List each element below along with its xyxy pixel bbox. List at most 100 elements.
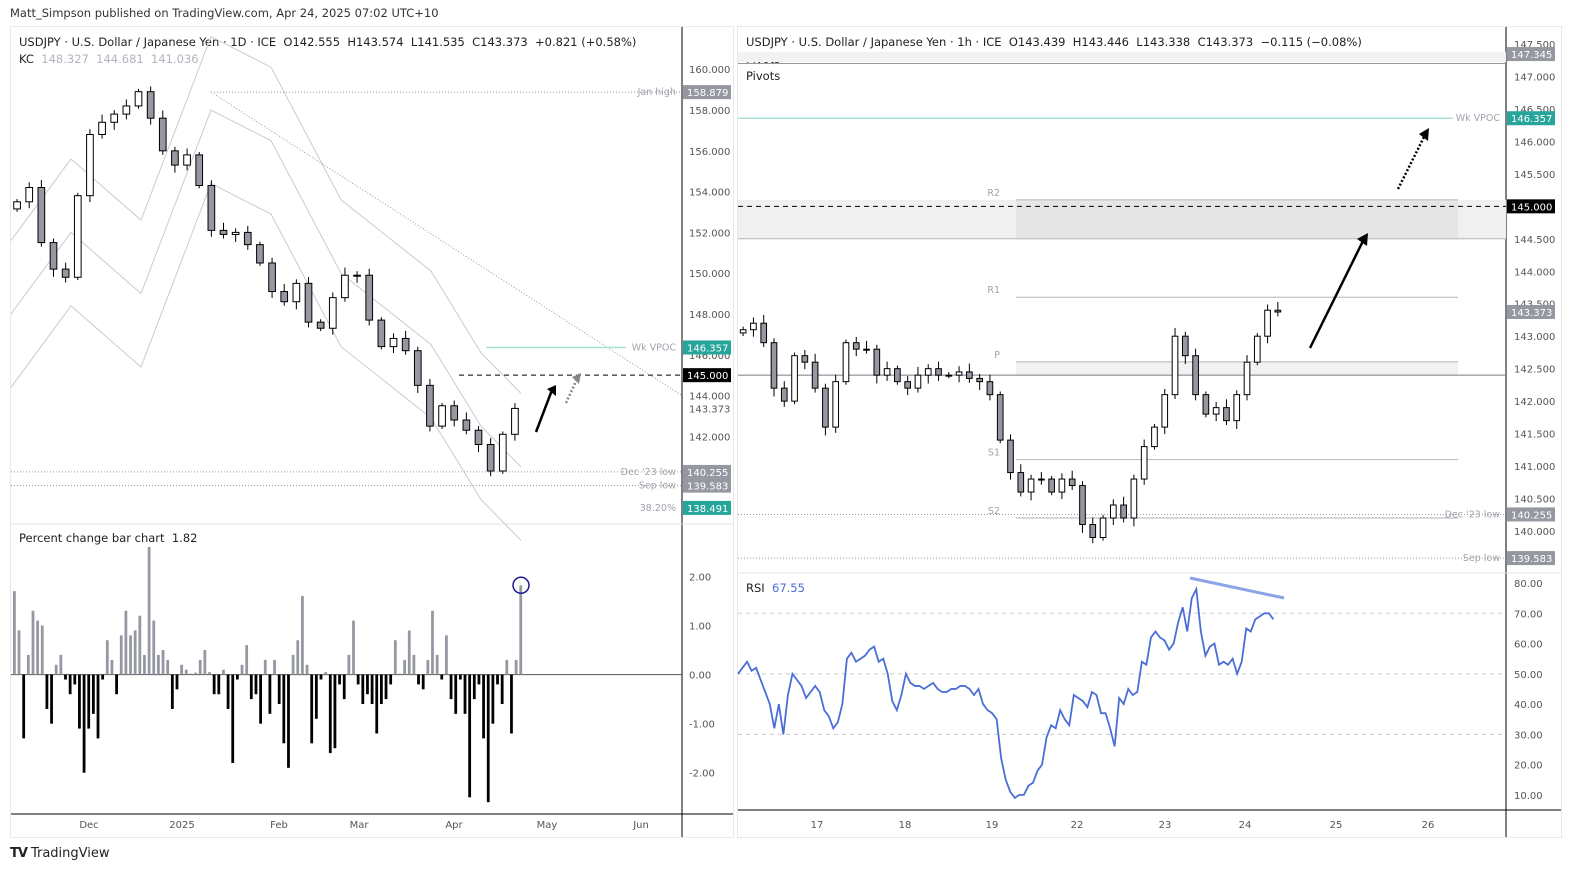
level-label: 38.20%: [640, 503, 676, 514]
pct-change-legend[interactable]: Percent change bar chart 1.82: [19, 531, 197, 545]
daily-chart-canvas[interactable]: 160.000 158.000 156.000 154.000 152.000 150.0…: [10, 27, 733, 837]
price-axis-label: 142.500: [1514, 365, 1555, 376]
daily-candle: [413, 350, 422, 386]
pct-bar: [389, 674, 393, 685]
hourly-candle: [996, 394, 1004, 441]
pct-bar: [138, 615, 142, 675]
level-label: Dec '23 low: [621, 467, 677, 478]
daily-candle: [243, 231, 252, 246]
daily-candle: [256, 244, 264, 264]
hourly-candle: [1274, 309, 1282, 313]
arrow-head-icon: [1419, 128, 1429, 141]
price-tag: [1507, 111, 1555, 126]
pct-bar: [235, 674, 239, 680]
hourly-chart-panel[interactable]: USDJPY · U.S. Dollar / Japanese Yen · 1h…: [737, 26, 1562, 838]
price-axis-label: 147.500: [1514, 40, 1555, 51]
pct-bar: [263, 659, 267, 675]
up-arrow-icon: [534, 389, 554, 433]
daily-candle: [207, 184, 216, 231]
hourly-candle: [873, 348, 881, 376]
ohlc-open: O142.555: [283, 35, 341, 49]
tradingview-footer[interactable]: TV TradingView: [10, 846, 109, 861]
pct-bar: [101, 674, 105, 680]
pct-bar: [403, 659, 407, 675]
brand-name: TradingView: [30, 846, 110, 861]
price-tag-value: 145.000: [687, 371, 728, 382]
pct-bar: [301, 596, 304, 675]
symbol-line: USDJPY · U.S. Dollar / Japanese Yen · 1h…: [746, 35, 1002, 49]
price-axis-label: 156.000: [689, 147, 730, 158]
daily-chart-panel[interactable]: USDJPY · U.S. Dollar / Japanese Yen · 1D…: [10, 26, 734, 838]
pct-bar: [361, 674, 365, 705]
hourly-candle: [1130, 478, 1138, 519]
pct-bar: [356, 674, 360, 685]
time-axis-label: Jun: [632, 820, 649, 831]
pct-bar: [449, 674, 453, 700]
time-axis-label: 22: [1071, 820, 1084, 831]
daily-candle: [401, 337, 410, 352]
pct-bar: [73, 674, 77, 685]
pct-bar: [222, 669, 225, 675]
price-axis-label: 154.000: [689, 188, 730, 199]
time-axis-label: Feb: [270, 820, 288, 831]
time-axis-label: May: [537, 820, 558, 831]
daily-candle: [195, 154, 204, 186]
keltner-band: [10, 109, 522, 468]
hourly-chart-canvas[interactable]: 147.500 147.000 146.500 146.000 145.500 145.0…: [737, 27, 1561, 837]
pct-bar: [440, 674, 444, 680]
pct-bar: [212, 674, 216, 695]
daily-candle: [377, 319, 386, 348]
price-tag: [683, 478, 731, 493]
pct-bar: [40, 625, 44, 675]
hourly-candle: [1264, 309, 1271, 337]
arrow-head-icon: [1357, 233, 1368, 246]
pct-bar: [379, 674, 383, 705]
pct-bar: [143, 654, 146, 675]
hourly-candle: [822, 387, 829, 428]
pct-bar: [157, 654, 160, 675]
pct-bar: [468, 674, 472, 798]
pct-bar: [119, 635, 123, 675]
pct-bar: [314, 674, 318, 719]
pivots-legend-2[interactable]: Pivots: [746, 69, 781, 83]
time-axis-label: 17: [811, 820, 824, 831]
time-axis-label: 25: [1330, 820, 1343, 831]
price-tag-value: 147.345: [1511, 50, 1552, 61]
price-tag: [683, 464, 731, 479]
pct-bar: [324, 672, 328, 675]
hourly-candle: [966, 371, 973, 379]
level-label: Sep low: [1463, 553, 1500, 564]
daily-candle: [474, 429, 483, 446]
pct-bar: [282, 674, 286, 744]
pct-bar: [482, 674, 485, 739]
divergence-line: [1189, 576, 1285, 600]
hourly-candle: [1181, 335, 1189, 357]
pct-bar: [82, 674, 86, 773]
daily-candle: [98, 121, 106, 136]
daily-candle: [328, 297, 337, 329]
hourly-candle: [1253, 335, 1261, 363]
hourly-candle: [1212, 407, 1220, 415]
pct-bar: [273, 659, 276, 675]
pct-bar: [54, 664, 58, 675]
hourly-candle: [1161, 394, 1169, 428]
hourly-candle: [894, 368, 901, 383]
rsi-axis-label: 30.00: [1514, 730, 1543, 741]
price-tag-value: 146.357: [1511, 114, 1552, 125]
rsi-title: RSI: [746, 581, 765, 595]
hourly-candle: [883, 368, 891, 376]
rsi-legend[interactable]: RSI 67.55: [746, 581, 805, 595]
arrow-head-icon: [547, 385, 556, 396]
pct-bar: [161, 650, 165, 675]
pct-bar: [370, 674, 374, 705]
hourly-candle: [852, 342, 860, 350]
price-tag: [683, 85, 731, 100]
keltner-legend[interactable]: KC 148.327 144.681 141.036: [19, 52, 199, 66]
price-axis-label: 152.000: [689, 228, 730, 239]
daily-candle: [462, 419, 471, 431]
hourly-candle: [1068, 478, 1076, 487]
pivot-top-band: [738, 52, 1506, 63]
price-tag-value: 139.583: [1511, 554, 1552, 565]
daily-candle: [183, 154, 191, 166]
level-label: Sep low: [639, 481, 676, 492]
